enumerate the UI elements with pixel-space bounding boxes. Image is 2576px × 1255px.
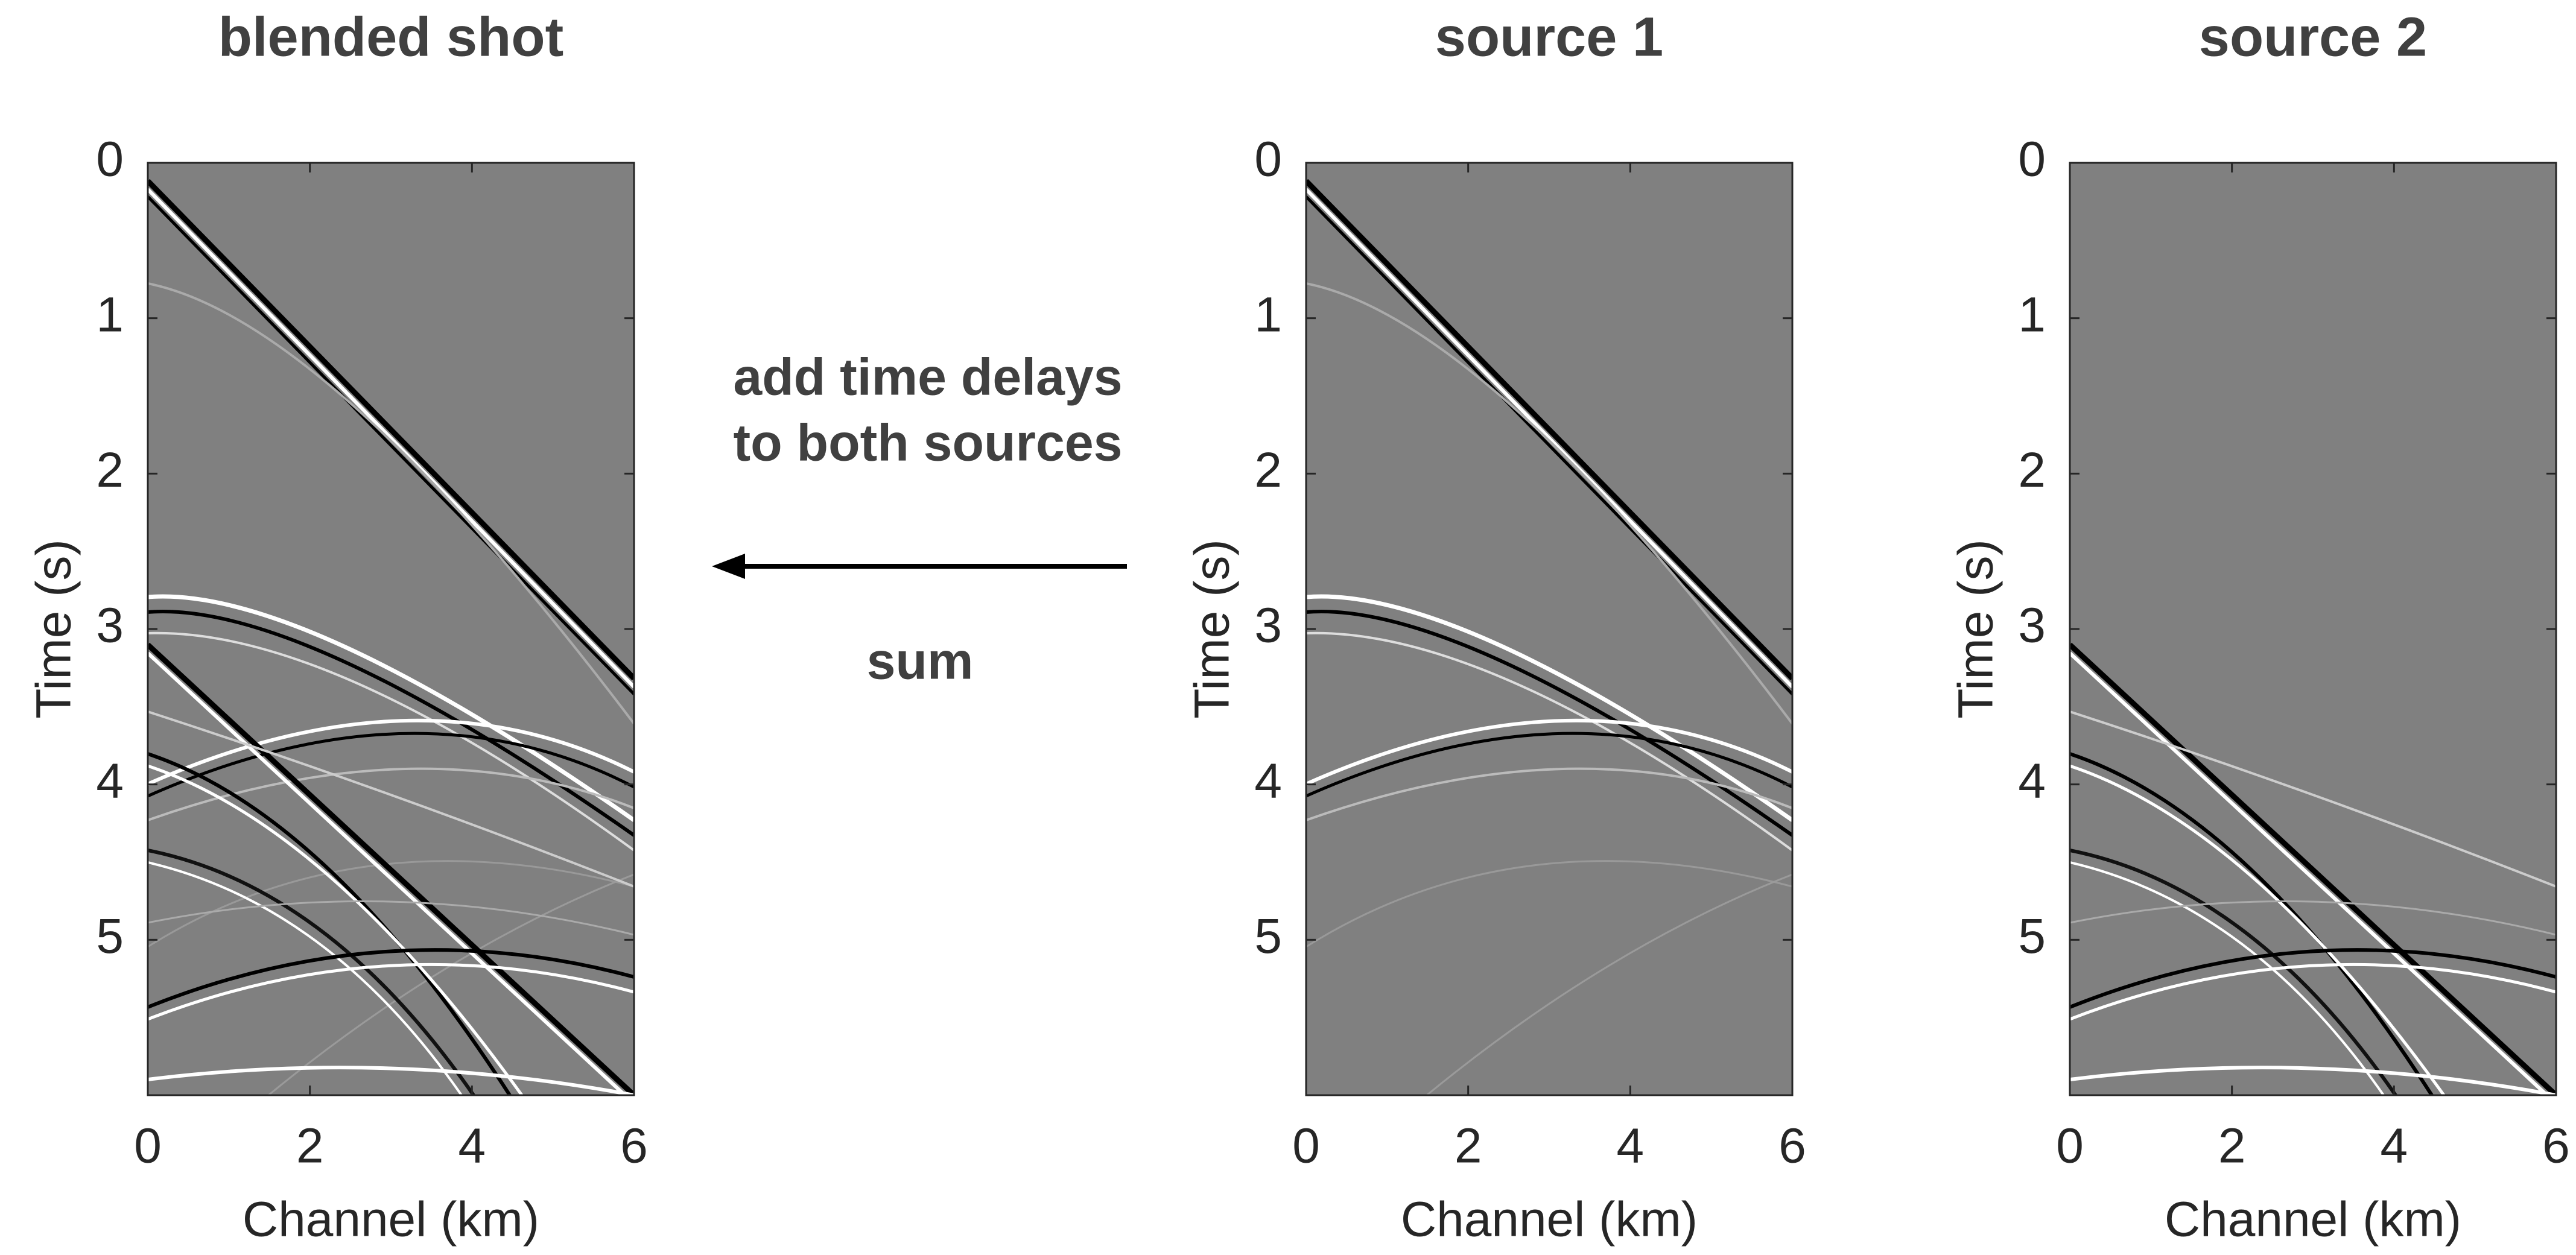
y-tick-label: 2 xyxy=(96,443,124,498)
y-tick-label: 0 xyxy=(96,132,124,187)
x-tick-label: 0 xyxy=(2056,1119,2084,1174)
panel-title: source 1 xyxy=(1435,6,1663,68)
x-tick-label: 0 xyxy=(134,1119,162,1174)
x-tick-label: 2 xyxy=(1455,1119,1482,1174)
x-axis-label: Channel (km) xyxy=(1401,1192,1698,1247)
y-tick-label: 0 xyxy=(1254,132,1282,187)
y-tick-label: 5 xyxy=(96,909,124,964)
y-tick-label: 1 xyxy=(96,287,124,342)
x-tick-label: 2 xyxy=(2218,1119,2246,1174)
x-tick-label: 4 xyxy=(458,1119,486,1174)
y-tick-label: 4 xyxy=(1254,753,1282,808)
x-tick-label: 4 xyxy=(2381,1119,2408,1174)
x-axis-label: Channel (km) xyxy=(243,1192,539,1247)
annotation: add time delays xyxy=(733,349,1122,406)
y-tick-label: 4 xyxy=(2018,753,2046,808)
x-axis-label: Channel (km) xyxy=(2165,1192,2461,1247)
y-tick-label: 3 xyxy=(96,598,124,653)
x-tick-label: 6 xyxy=(620,1119,648,1174)
panel-title: blended shot xyxy=(218,6,563,68)
annotation: sum xyxy=(867,633,974,691)
x-tick-label: 6 xyxy=(1778,1119,1806,1174)
seismic-image xyxy=(148,163,634,1095)
y-tick-label: 2 xyxy=(1254,443,1282,498)
y-axis-label: Time (s) xyxy=(27,539,81,719)
x-tick-label: 2 xyxy=(296,1119,324,1174)
y-tick-label: 1 xyxy=(2018,287,2046,342)
y-tick-label: 3 xyxy=(1254,598,1282,653)
annotation: to both sources xyxy=(733,414,1122,472)
seismic-image xyxy=(1306,163,1792,1095)
y-tick-label: 4 xyxy=(96,753,124,808)
panel-title: source 2 xyxy=(2199,6,2427,68)
seismic-image xyxy=(2070,163,2556,1095)
x-tick-label: 0 xyxy=(1292,1119,1320,1174)
y-tick-label: 3 xyxy=(2018,598,2046,653)
x-tick-label: 6 xyxy=(2542,1119,2570,1174)
y-tick-label: 2 xyxy=(2018,443,2046,498)
arrow-head xyxy=(712,554,745,579)
y-tick-label: 0 xyxy=(2018,132,2046,187)
y-tick-label: 1 xyxy=(1254,287,1282,342)
y-axis-label: Time (s) xyxy=(1185,539,1240,719)
x-tick-label: 4 xyxy=(1617,1119,1645,1174)
y-tick-label: 5 xyxy=(1254,909,1282,964)
y-axis-label: Time (s) xyxy=(1949,539,2003,719)
y-tick-label: 5 xyxy=(2018,909,2046,964)
